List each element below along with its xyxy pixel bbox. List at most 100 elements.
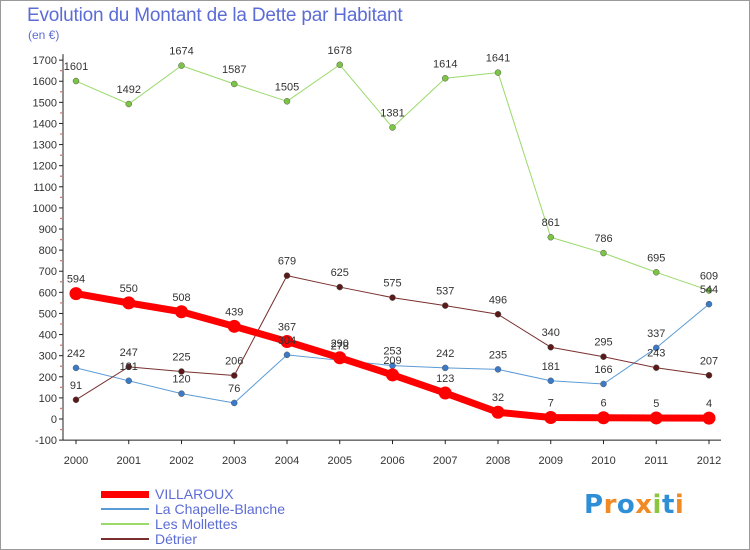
- data-label-la-chapelle-blanche: 304: [278, 335, 296, 347]
- y-tick-label: 1100: [33, 182, 57, 194]
- y-minor-tick: [60, 323, 62, 325]
- y-tick-label: 100: [39, 393, 57, 405]
- data-point-la-chapelle-blanche: [125, 377, 132, 385]
- y-minor-tick: [60, 196, 62, 199]
- legend-label-villaroux: VILLAROUX: [155, 486, 234, 502]
- data-label-les-mollettes: 1674: [169, 46, 193, 58]
- y-minor-tick: [60, 112, 62, 114]
- data-label-villaroux: 508: [172, 292, 190, 304]
- data-label-les-mollettes: 1587: [222, 64, 246, 76]
- y-tick-label: 1000: [33, 203, 57, 215]
- data-point-detrier: [72, 396, 80, 404]
- legend-swatch-villaroux: [101, 490, 149, 498]
- data-point-les-mollettes: [336, 61, 343, 69]
- x-tick-label: 2006: [380, 455, 404, 467]
- data-point-les-mollettes: [231, 80, 238, 88]
- data-point-les-mollettes: [442, 75, 449, 82]
- data-point-les-mollettes: [653, 269, 660, 276]
- data-point-la-chapelle-blanche: [72, 364, 80, 372]
- legend-swatch-les-mollettes: [101, 523, 149, 525]
- data-point-detrier: [442, 302, 449, 309]
- y-tick-label: 1200: [33, 161, 57, 173]
- x-tick-label: 2010: [591, 455, 615, 467]
- y-minor-tick: [60, 90, 62, 93]
- data-point-villaroux: [333, 351, 347, 365]
- data-label-detrier: 625: [331, 267, 349, 279]
- data-label-detrier: 295: [594, 337, 612, 349]
- data-point-les-mollettes: [72, 77, 80, 85]
- legend-label-les-mollettes: Les Mollettes: [155, 516, 238, 532]
- data-point-detrier: [547, 343, 554, 351]
- logo-letter: x: [635, 490, 653, 520]
- x-tick-label: 2004: [275, 455, 299, 467]
- data-point-detrier: [283, 272, 291, 279]
- y-minor-tick: [60, 386, 62, 389]
- y-tick-label: 600: [39, 287, 57, 299]
- x-tick-label: 2002: [169, 455, 193, 467]
- data-point-villaroux: [649, 411, 663, 425]
- data-point-villaroux: [175, 305, 188, 319]
- data-point-les-mollettes: [389, 124, 396, 131]
- legend-swatch-detrier: [101, 538, 149, 540]
- x-tick-label: 2007: [433, 455, 457, 467]
- data-label-detrier: 537: [436, 286, 454, 298]
- data-point-villaroux: [280, 335, 294, 349]
- data-label-les-mollettes: 695: [647, 252, 665, 264]
- data-label-detrier: 91: [70, 380, 82, 392]
- y-minor-tick: [60, 428, 62, 431]
- y-tick-label: 900: [39, 224, 57, 236]
- data-label-les-mollettes: 861: [542, 217, 560, 229]
- data-label-detrier: 575: [383, 278, 401, 290]
- data-point-la-chapelle-blanche: [178, 390, 185, 397]
- data-label-detrier: 247: [120, 347, 138, 359]
- data-label-les-mollettes: 1381: [380, 107, 404, 119]
- y-minor-tick: [60, 154, 62, 156]
- data-label-villaroux: 594: [67, 274, 85, 286]
- data-label-la-chapelle-blanche: 242: [436, 348, 454, 360]
- data-point-villaroux: [69, 287, 83, 301]
- data-label-les-mollettes: 1641: [486, 53, 510, 65]
- y-minor-tick: [60, 217, 62, 220]
- data-point-villaroux: [597, 411, 610, 425]
- data-label-villaroux: 6: [600, 398, 606, 410]
- data-point-les-mollettes: [705, 287, 713, 294]
- data-point-detrier: [653, 364, 660, 371]
- y-minor-tick: [60, 133, 62, 135]
- y-tick-label: 200: [39, 372, 57, 384]
- data-label-la-chapelle-blanche: 544: [700, 284, 718, 296]
- y-tick-label: 400: [39, 330, 57, 342]
- data-label-villaroux: 32: [492, 392, 504, 404]
- data-label-detrier: 496: [489, 294, 507, 306]
- y-tick-label: 1400: [33, 118, 57, 130]
- data-label-detrier: 243: [647, 348, 665, 360]
- logo-letter: o: [616, 490, 636, 520]
- data-label-les-mollettes: 786: [594, 233, 612, 245]
- y-tick-label: 700: [39, 266, 57, 278]
- data-point-detrier: [336, 283, 343, 291]
- x-tick-label: 2001: [117, 455, 141, 467]
- data-label-la-chapelle-blanche: 181: [120, 361, 138, 373]
- data-point-les-mollettes: [494, 69, 502, 76]
- data-label-villaroux: 4: [706, 398, 712, 410]
- data-point-villaroux: [702, 411, 716, 425]
- data-label-la-chapelle-blanche: 166: [594, 364, 612, 376]
- y-tick-label: 1600: [33, 76, 57, 88]
- y-tick-label: 800: [39, 245, 57, 257]
- y-tick-label: 1500: [33, 97, 57, 109]
- data-point-detrier: [125, 363, 132, 371]
- logo-letter: P: [584, 490, 604, 520]
- data-point-la-chapelle-blanche: [283, 351, 291, 359]
- x-tick-label: 2000: [64, 455, 88, 467]
- data-label-la-chapelle-blanche: 253: [383, 346, 401, 358]
- y-minor-tick: [60, 365, 62, 368]
- y-minor-tick: [60, 407, 62, 410]
- chart-title: Evolution du Montant de la Dette par Hab…: [27, 5, 403, 26]
- data-point-la-chapelle-blanche: [653, 344, 660, 352]
- data-point-la-chapelle-blanche: [494, 366, 502, 373]
- data-point-les-mollettes: [283, 98, 291, 105]
- y-minor-tick: [60, 280, 62, 283]
- proxiti-logo: Proxiti: [584, 490, 684, 520]
- y-minor-tick: [60, 175, 62, 178]
